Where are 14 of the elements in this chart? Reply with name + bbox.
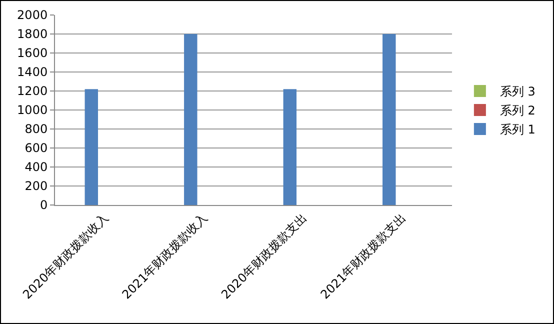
y-tick-label: 400 xyxy=(24,160,48,174)
y-tick-label: 1800 xyxy=(17,27,48,42)
y-tick-label: 1400 xyxy=(17,65,48,80)
y-tick-label: 200 xyxy=(24,179,48,194)
legend-label: 系列 2 xyxy=(500,104,536,118)
y-tick-label: 1200 xyxy=(17,84,48,98)
y-tick-label: 2000 xyxy=(17,8,48,22)
y-tick-label: 0 xyxy=(40,198,48,212)
y-tick-label: 600 xyxy=(24,141,48,156)
legend-label: 系列 1 xyxy=(500,122,536,137)
y-tick-label: 800 xyxy=(24,122,48,136)
y-tick-label: 1000 xyxy=(17,103,48,118)
y-tick-label: 1600 xyxy=(17,46,48,60)
legend-label: 系列 3 xyxy=(500,84,536,99)
